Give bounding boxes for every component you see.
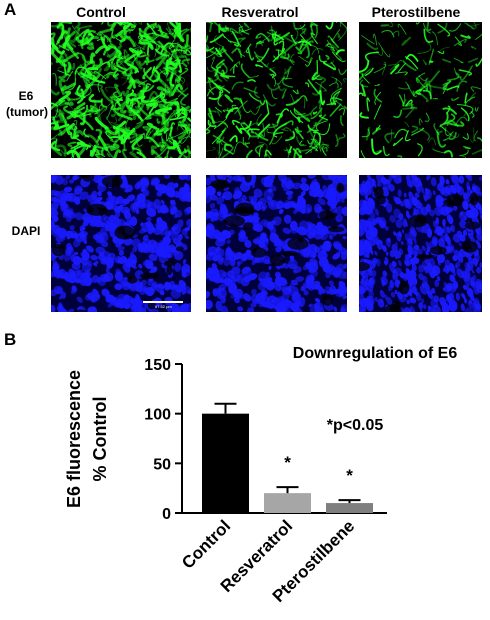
row-label-e6-line1: E6 (18, 89, 34, 103)
micrograph-dapi-pterostilbene (359, 175, 482, 312)
panel-b-letter: B (4, 330, 17, 349)
bar-control (202, 413, 249, 513)
column-title-pterostilbene: Pterostilbene (371, 4, 461, 20)
scale-bar (143, 301, 183, 303)
micrograph-e6-resveratrol (206, 22, 347, 158)
y-axis-label-line1: E6 fluorescence (64, 370, 84, 508)
bar-resveratrol (264, 493, 311, 513)
x-tick-label-control: Control (178, 516, 234, 572)
y-tick-label-2: 100 (144, 407, 171, 424)
significance-pterostilbene: * (346, 466, 353, 485)
significance-resveratrol: * (284, 453, 291, 472)
scale-bar-text: 67.52 μm (155, 304, 172, 309)
chart-title: Downregulation of E6 (293, 345, 458, 362)
micrograph-e6-pterostilbene (359, 22, 482, 158)
column-title-resveratrol: Resveratrol (221, 4, 299, 20)
y-tick-label-0: 0 (162, 506, 171, 523)
micrograph-dapi-control (51, 175, 191, 312)
row-label-e6: E6 (tumor) (6, 88, 48, 120)
y-tick-label-3: 150 (144, 357, 171, 374)
significance-annotation: *p<0.05 (327, 417, 384, 434)
bar-pterostilbene (326, 503, 373, 513)
micrograph-dapi-resveratrol (206, 175, 347, 312)
y-tick-label-1: 50 (153, 456, 171, 473)
micrograph-e6-control (51, 22, 191, 158)
row-label-dapi-line1: DAPI (11, 224, 41, 238)
row-label-dapi: DAPI (6, 223, 46, 239)
panel-a-letter: A (4, 0, 17, 19)
y-axis-label-line2: % Control (90, 397, 110, 482)
row-label-e6-line2: (tumor) (6, 105, 48, 119)
column-title-control: Control (76, 4, 126, 20)
